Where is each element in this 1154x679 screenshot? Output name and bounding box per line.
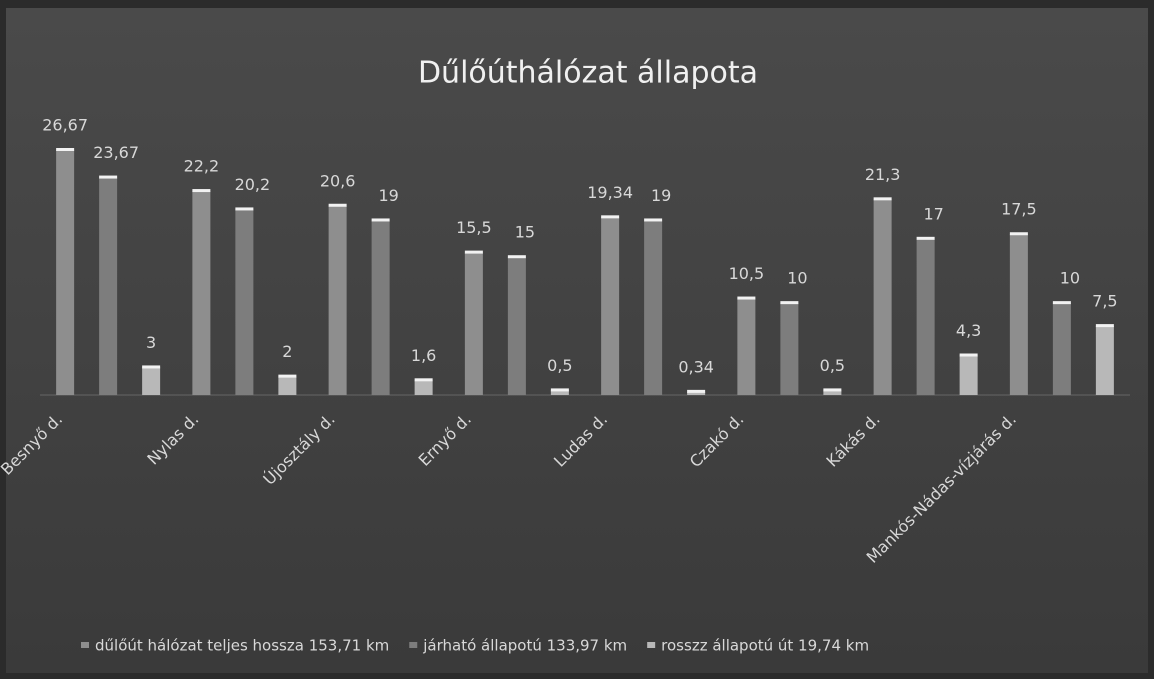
bar (507, 257, 526, 395)
bar-cap (278, 374, 297, 378)
bar (371, 220, 390, 395)
data-label: 4,3 (956, 321, 981, 340)
bar-cap (601, 215, 620, 219)
data-label: 20,6 (320, 171, 356, 190)
data-label: 15 (515, 223, 535, 242)
bar (823, 390, 842, 395)
data-label: 1,6 (411, 346, 436, 365)
bar (644, 220, 663, 395)
data-label: 3 (146, 333, 156, 352)
data-label: 26,67 (42, 116, 88, 135)
bar-cap (687, 389, 706, 393)
bar (1095, 326, 1114, 395)
data-label: 7,5 (1092, 292, 1117, 311)
data-label: 17 (923, 204, 943, 223)
chart-title: Dűlőúthálózat állapota (418, 56, 758, 91)
bar-cap (142, 365, 161, 369)
bar-cap (959, 353, 978, 357)
bar-cap (507, 255, 526, 259)
bar (99, 177, 118, 395)
bar (601, 217, 620, 395)
bar-cap (737, 296, 756, 300)
data-label: 10 (787, 269, 807, 288)
bar (737, 298, 756, 395)
data-label: 2 (282, 342, 292, 361)
data-label: 22,2 (184, 157, 220, 176)
bar-cap (464, 250, 483, 254)
data-label: 17,5 (1001, 200, 1037, 219)
bar (1009, 234, 1028, 395)
bar-cap (1009, 232, 1028, 236)
bar-cap (56, 148, 75, 151)
data-label: 10,5 (729, 264, 765, 283)
bar-cap (192, 189, 211, 193)
data-label: 23,67 (93, 143, 139, 162)
bar-cap (371, 218, 390, 222)
legend-marker (81, 642, 89, 648)
bar-cap (780, 301, 799, 305)
bar-cap (1052, 301, 1071, 305)
bar-cap (99, 175, 118, 179)
bar (873, 199, 892, 395)
bar-cap (916, 236, 935, 240)
bar-cap (328, 203, 347, 207)
data-label: 19,34 (587, 183, 633, 202)
data-label: 19 (378, 186, 398, 205)
bar-cap (644, 218, 663, 222)
bar (142, 367, 161, 395)
bar (916, 238, 935, 395)
legend-label: rosszz állapotú út 19,74 km (661, 637, 869, 655)
bar (687, 391, 706, 395)
legend-label: dűlőút hálózat teljes hossza 153,71 km (95, 637, 389, 655)
bar (550, 390, 569, 395)
bar (192, 191, 211, 395)
data-label: 0,5 (547, 356, 572, 375)
legend-marker (409, 642, 418, 648)
bar (278, 376, 297, 395)
bar-cap (1095, 324, 1114, 328)
data-label: 0,34 (678, 357, 714, 376)
legend-marker (647, 642, 656, 648)
bar (56, 150, 75, 395)
bar (414, 380, 433, 395)
bar-cap (873, 197, 892, 201)
bar (328, 205, 347, 395)
bar-cap (550, 388, 569, 392)
bar (464, 252, 483, 395)
chart-background (6, 8, 1148, 673)
bar (780, 303, 799, 395)
data-label: 15,5 (456, 218, 492, 237)
bar (1052, 303, 1071, 395)
legend-label: járható állapotú 133,97 km (422, 637, 627, 655)
bar-cap (823, 388, 842, 392)
data-label: 21,3 (865, 165, 901, 184)
data-label: 0,5 (820, 356, 845, 375)
bar-cap (414, 378, 433, 382)
data-label: 20,2 (235, 175, 271, 194)
data-label: 10 (1060, 269, 1080, 288)
bar (235, 209, 254, 395)
bar-cap (235, 207, 254, 211)
data-label: 19 (651, 186, 671, 205)
bar (959, 355, 978, 395)
